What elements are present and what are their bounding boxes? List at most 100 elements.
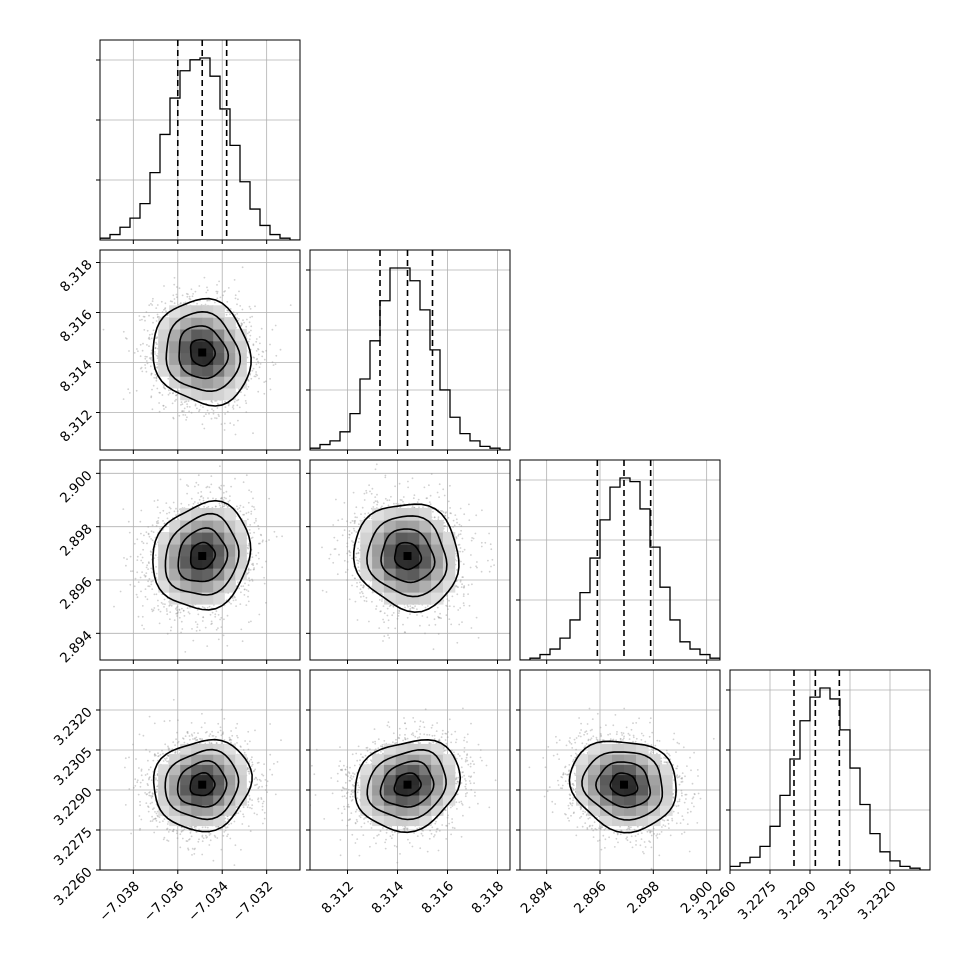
- sample-point: [135, 593, 138, 596]
- sample-point: [143, 574, 146, 577]
- sample-point: [162, 404, 165, 407]
- sample-point: [186, 607, 189, 609]
- sample-point: [249, 316, 252, 319]
- sample-point: [145, 370, 148, 373]
- sample-point: [238, 507, 241, 509]
- sample-point: [248, 579, 251, 582]
- sample-point: [149, 358, 152, 360]
- sample-point: [163, 408, 165, 410]
- sample-point: [227, 287, 230, 289]
- sample-point: [191, 295, 194, 298]
- sample-point: [256, 374, 259, 377]
- sample-point: [148, 333, 151, 336]
- sample-point: [177, 389, 180, 392]
- sample-point: [243, 513, 246, 516]
- sample-point: [157, 517, 160, 519]
- sample-point: [205, 413, 207, 415]
- sample-point: [225, 313, 228, 316]
- sample-point: [263, 381, 266, 383]
- sample-point: [188, 406, 191, 408]
- sample-point: [217, 614, 220, 616]
- sample-point: [184, 414, 187, 416]
- sample-point: [139, 319, 141, 321]
- sample-point: [240, 628, 243, 631]
- sample-point: [262, 351, 265, 353]
- sample-point: [164, 406, 167, 409]
- sample-point: [211, 622, 213, 625]
- sample-point: [275, 535, 278, 538]
- sample-point: [156, 337, 158, 339]
- sample-point: [128, 350, 130, 352]
- sample-point: [164, 307, 167, 309]
- sample-point: [210, 475, 213, 477]
- sample-point: [176, 615, 179, 617]
- sample-point: [148, 314, 150, 317]
- sample-point: [179, 302, 182, 305]
- sample-point: [255, 371, 257, 373]
- sample-point: [241, 323, 243, 326]
- sample-point: [229, 308, 232, 310]
- sample-point: [176, 296, 178, 299]
- sample-point: [208, 299, 211, 302]
- sample-point: [182, 414, 185, 416]
- sample-point: [222, 634, 225, 637]
- sample-point: [249, 532, 252, 535]
- sample-point: [169, 611, 172, 613]
- sample-point: [228, 499, 231, 502]
- sample-point: [178, 414, 181, 417]
- histogram-step-line: [100, 57, 300, 240]
- sample-point: [144, 319, 146, 322]
- sample-point: [241, 266, 244, 269]
- sample-point: [181, 410, 184, 412]
- sample-point: [143, 329, 146, 331]
- sample-point: [122, 330, 125, 333]
- sample-point: [238, 406, 241, 409]
- sample-point: [165, 608, 168, 610]
- scatter-panel-2-0: [96, 459, 301, 664]
- sample-point: [129, 555, 132, 558]
- sample-point: [140, 559, 143, 562]
- sample-point: [206, 409, 209, 412]
- sample-point: [216, 292, 219, 295]
- sample-point: [252, 344, 255, 347]
- sample-point: [248, 321, 251, 324]
- sample-point: [154, 351, 156, 353]
- sample-point: [238, 318, 240, 320]
- sample-point: [172, 416, 175, 419]
- sample-point: [113, 605, 115, 608]
- sample-point: [245, 411, 248, 413]
- sample-point: [170, 604, 173, 607]
- sample-point: [139, 553, 142, 556]
- sample-point: [153, 376, 156, 379]
- sample-point: [226, 644, 229, 647]
- sample-point: [261, 350, 264, 353]
- sample-point: [243, 594, 246, 596]
- sample-point: [249, 373, 251, 376]
- sample-point: [249, 308, 252, 310]
- sample-point: [187, 485, 190, 487]
- sample-point: [188, 295, 191, 298]
- sample-point: [240, 324, 242, 327]
- sample-point: [146, 355, 148, 358]
- sample-point: [133, 585, 136, 588]
- sample-point: [150, 302, 152, 305]
- sample-point: [192, 502, 195, 505]
- sample-point: [258, 613, 261, 616]
- sample-point: [151, 588, 154, 590]
- sample-point: [240, 324, 243, 327]
- sample-point: [250, 510, 253, 513]
- sample-point: [152, 384, 155, 387]
- sample-point: [203, 427, 206, 430]
- sample-point: [198, 285, 201, 287]
- sample-point: [248, 621, 250, 624]
- sample-point: [212, 497, 214, 500]
- sample-point: [257, 348, 259, 350]
- sample-point: [174, 400, 176, 402]
- sample-point: [127, 388, 130, 391]
- sample-point: [151, 571, 154, 574]
- sample-point: [261, 566, 264, 569]
- sample-point: [240, 591, 242, 594]
- sample-point: [258, 557, 260, 560]
- sample-point: [143, 628, 145, 630]
- sample-point: [216, 290, 219, 293]
